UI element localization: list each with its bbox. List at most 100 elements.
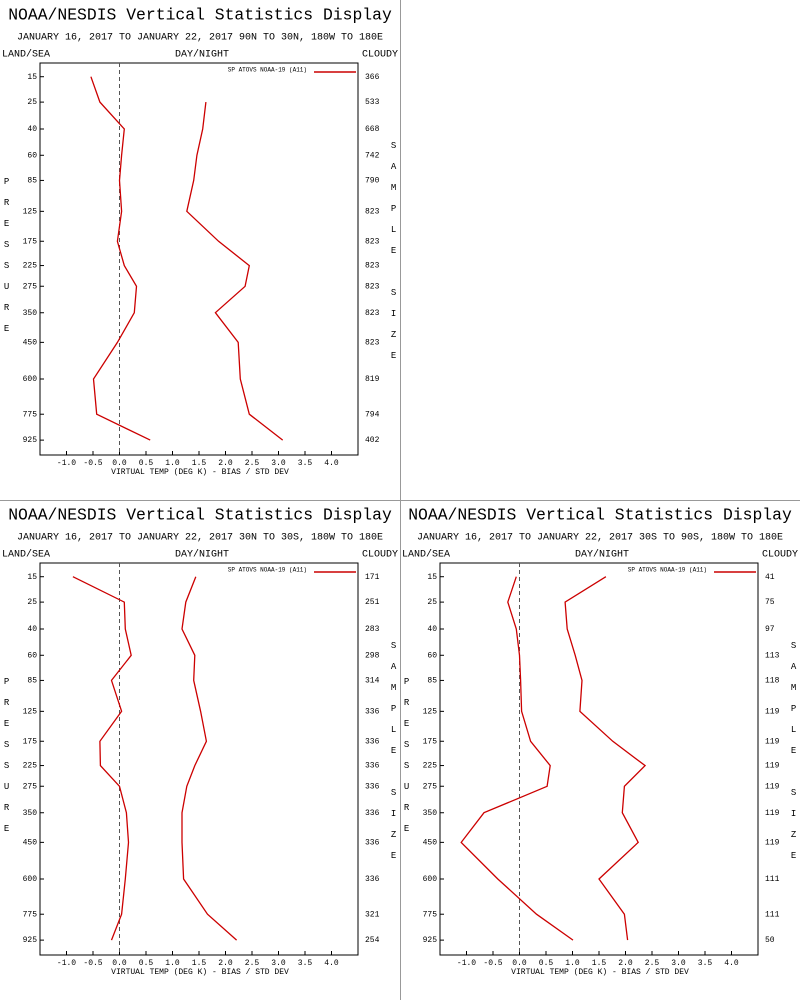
x-tick-label: 0.0 <box>512 959 527 968</box>
y-tick-label: 40 <box>27 625 37 634</box>
sample-size-label: 119 <box>765 838 780 847</box>
y-tick-label: 85 <box>27 677 37 686</box>
y2-axis-label: SAMPLE SIZE <box>389 141 399 372</box>
sample-size-label: 113 <box>765 651 780 660</box>
x-tick-label: -0.5 <box>483 959 502 968</box>
y-tick-label: 125 <box>23 707 38 716</box>
x-tick-label: 2.5 <box>245 459 260 468</box>
y-tick-label: 225 <box>23 762 38 771</box>
y-tick-label: 175 <box>23 237 38 246</box>
sample-size-label: 366 <box>365 73 380 82</box>
sample-size-label: 742 <box>365 151 380 160</box>
x-tick-label: -1.0 <box>57 459 76 468</box>
subtitle: JANUARY 16, 2017 TO JANUARY 22, 2017 90N… <box>17 33 383 44</box>
sample-size-label: 321 <box>365 910 380 919</box>
y-tick-label: 275 <box>423 782 438 791</box>
y-tick-label: 775 <box>423 910 438 919</box>
sample-size-label: 119 <box>765 737 780 746</box>
y-tick-label: 60 <box>427 651 437 660</box>
sample-size-label: 336 <box>365 707 380 716</box>
sample-size-label: 119 <box>765 762 780 771</box>
sample-size-label: 790 <box>365 177 380 186</box>
sample-size-label: 118 <box>765 677 780 686</box>
x-tick-label: 4.0 <box>324 459 339 468</box>
x-tick-label: 1.0 <box>565 959 580 968</box>
sample-size-label: 254 <box>365 936 380 945</box>
sample-size-label: 823 <box>365 237 380 246</box>
legend-label: SP ATOVS NOAA-19 (A11) <box>228 567 307 574</box>
x-tick-label: 0.5 <box>539 959 554 968</box>
sample-size-label: 823 <box>365 338 380 347</box>
y-tick-label: 60 <box>27 151 37 160</box>
bias-line <box>72 576 132 941</box>
y-tick-label: 450 <box>23 838 38 847</box>
y-tick-label: 40 <box>427 625 437 634</box>
y-tick-label: 775 <box>23 910 38 919</box>
legend-label: SP ATOVS NOAA-19 (A11) <box>228 67 307 74</box>
sample-size-label: 314 <box>365 677 380 686</box>
y-tick-label: 125 <box>423 707 438 716</box>
cloudy-label: CLOUDY <box>362 50 398 61</box>
sample-size-label: 823 <box>365 309 380 318</box>
panel: NOAA/NESDIS Vertical Statistics Display J… <box>402 505 799 977</box>
x-tick-label: 2.0 <box>618 959 633 968</box>
y-tick-label: 600 <box>23 875 38 884</box>
panel: NOAA/NESDIS Vertical Statistics Display J… <box>2 505 399 977</box>
panel: NOAA/NESDIS Vertical Statistics Display J… <box>2 5 399 477</box>
sample-size-label: 402 <box>365 436 380 445</box>
sample-size-label: 251 <box>365 598 380 607</box>
y-tick-label: 85 <box>27 177 37 186</box>
y-axis-label: PRESSURE <box>402 677 412 845</box>
y-tick-label: 600 <box>23 375 38 384</box>
x-tick-label: 3.0 <box>271 959 286 968</box>
x-tick-label: 3.5 <box>298 459 313 468</box>
x-tick-label: 2.5 <box>245 959 260 968</box>
land-sea-label: LAND/SEA <box>2 549 50 561</box>
sample-size-label: 41 <box>765 573 775 582</box>
x-tick-label: -1.0 <box>57 959 76 968</box>
sample-size-label: 794 <box>365 410 380 419</box>
y-tick-label: 125 <box>23 207 38 216</box>
y-tick-label: 450 <box>23 338 38 347</box>
x-tick-label: 3.0 <box>671 959 686 968</box>
y-tick-label: 175 <box>23 737 38 746</box>
y-tick-label: 350 <box>23 809 38 818</box>
y-tick-label: 25 <box>27 598 37 607</box>
y-tick-label: 600 <box>423 875 438 884</box>
sample-size-label: 336 <box>365 875 380 884</box>
y2-axis-label: SAMPLE SIZE <box>389 641 399 872</box>
x-tick-label: 3.5 <box>298 959 313 968</box>
sample-size-label: 283 <box>365 625 380 634</box>
x-tick-label: 3.0 <box>271 459 286 468</box>
sample-size-label: 111 <box>765 910 780 919</box>
cloudy-label: CLOUDY <box>362 550 398 561</box>
sample-size-label: 50 <box>765 936 775 945</box>
x-tick-label: 3.5 <box>698 959 713 968</box>
x-tick-label: 0.0 <box>112 959 127 968</box>
y-tick-label: 925 <box>23 936 38 945</box>
x-tick-label: -0.5 <box>83 959 102 968</box>
y2-axis-label: SAMPLE SIZE <box>789 641 799 872</box>
y-tick-label: 450 <box>423 838 438 847</box>
y-tick-label: 925 <box>423 936 438 945</box>
sample-size-label: 119 <box>765 809 780 818</box>
chart-title: NOAA/NESDIS Vertical Statistics Display <box>408 505 792 524</box>
sample-size-label: 119 <box>765 707 780 716</box>
sample-size-label: 823 <box>365 207 380 216</box>
day-night-label: DAY/NIGHT <box>175 549 229 561</box>
y-tick-label: 25 <box>27 98 37 107</box>
bias-line <box>460 576 574 941</box>
x-tick-label: 0.0 <box>112 459 127 468</box>
x-tick-label: 1.0 <box>165 459 180 468</box>
std-dev-line <box>564 576 647 941</box>
sample-size-label: 533 <box>365 98 380 107</box>
y-tick-label: 15 <box>27 73 37 82</box>
subtitle: JANUARY 16, 2017 TO JANUARY 22, 2017 30S… <box>417 533 783 544</box>
sample-size-label: 171 <box>365 573 380 582</box>
sample-size-label: 119 <box>765 782 780 791</box>
sample-size-label: 336 <box>365 762 380 771</box>
sample-size-label: 298 <box>365 651 380 660</box>
x-tick-label: 1.5 <box>592 959 607 968</box>
sample-size-label: 819 <box>365 375 380 384</box>
